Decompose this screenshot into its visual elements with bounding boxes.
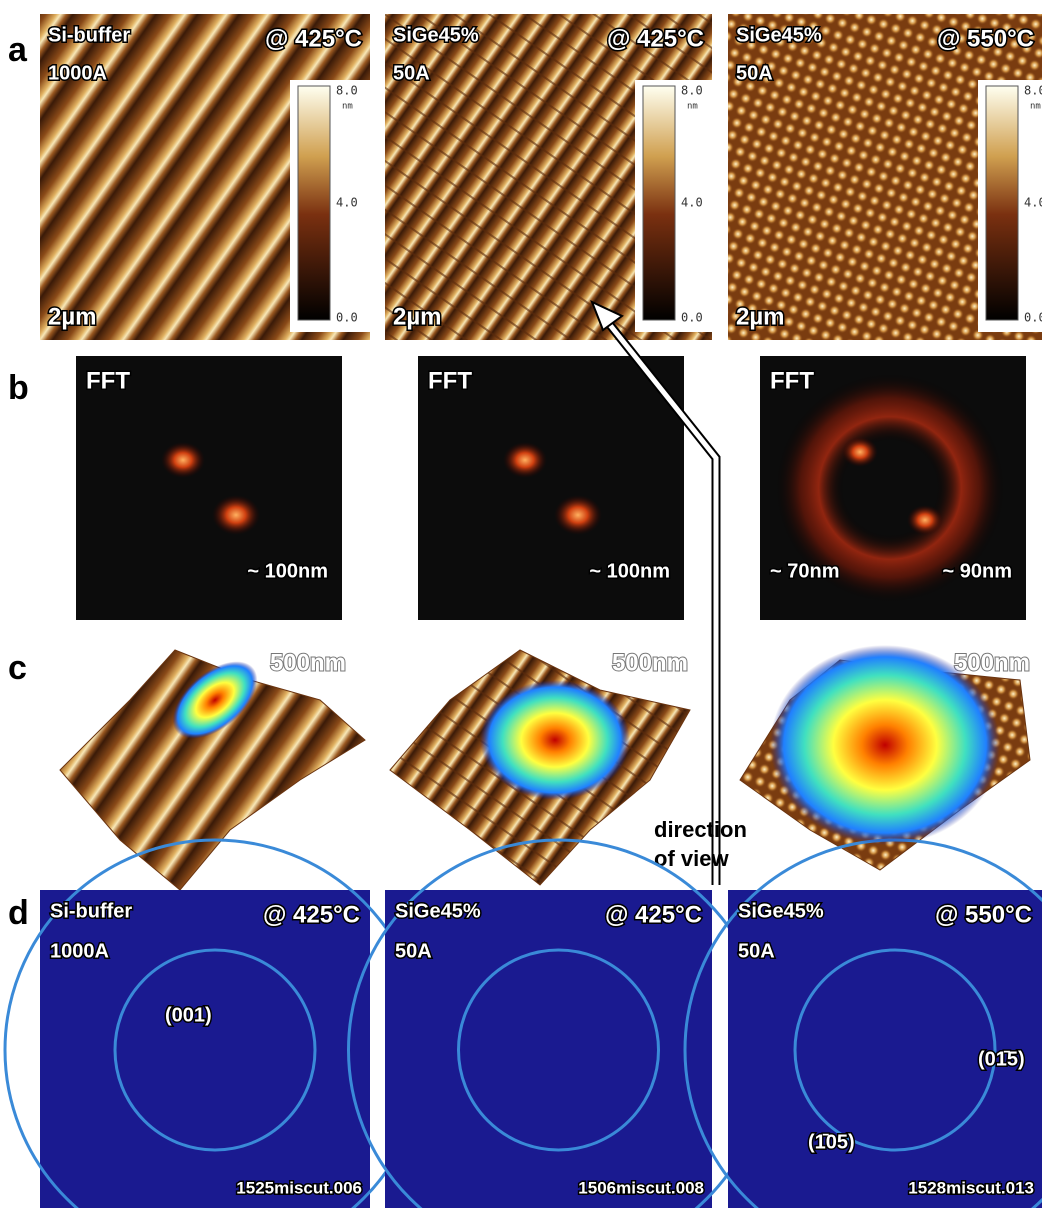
panel-label: a [8, 31, 28, 69]
intensity-blob [480, 680, 630, 800]
facet-label: (01̄5) [978, 1048, 1025, 1070]
panel-label: d [8, 894, 29, 932]
scale-label: 500nm [270, 649, 346, 676]
temperature-label: @ 550°C [937, 25, 1034, 52]
scale-label: 2µm [48, 303, 97, 330]
colorbar [298, 86, 330, 320]
fft-spot [503, 442, 547, 478]
temperature-label: @ 425°C [263, 901, 360, 928]
file-label: 1506miscut.008 [578, 1178, 704, 1197]
fft-spot [842, 437, 878, 467]
thickness-label: 50A [395, 940, 432, 962]
colorbar-unit: nm [687, 102, 698, 112]
colorbar-max: 8.0 [336, 84, 358, 98]
file-label: 1528miscut.013 [908, 1178, 1034, 1197]
temperature-label: @ 425°C [607, 25, 704, 52]
colorbar-max: 8.0 [681, 84, 703, 98]
colorbar-max: 8.0 [1024, 84, 1042, 98]
scale-label: 500nm [954, 649, 1030, 676]
thickness-label: 50A [393, 62, 430, 84]
annotation: direction [654, 817, 747, 842]
sample-label: SiGe45% [738, 900, 824, 922]
facet-label: (001) [165, 1004, 212, 1026]
thickness-label: 50A [736, 62, 773, 84]
thickness-label: 1000A [50, 940, 109, 962]
panel-label: c [8, 649, 27, 687]
scale-label: 2µm [393, 303, 442, 330]
colorbar-unit: nm [1030, 102, 1041, 112]
colorbar-min: 0.0 [336, 311, 358, 325]
fft-spot [554, 495, 602, 535]
colorbar-mid: 4.0 [1024, 196, 1042, 210]
period-label: ~ 100nm [247, 560, 328, 582]
colorbar-unit: nm [342, 102, 353, 112]
scale-label: 2µm [736, 303, 785, 330]
stereogram [40, 890, 370, 1208]
colorbar-min: 0.0 [681, 311, 703, 325]
sample-label: SiGe45% [393, 24, 479, 46]
period-label: ~ 100nm [589, 560, 670, 582]
file-label: 1525miscut.006 [236, 1178, 362, 1197]
colorbar-min: 0.0 [1024, 311, 1042, 325]
facet-label: (1̄05) [808, 1131, 855, 1153]
fft-label: FFT [86, 367, 130, 394]
intensity-blob [770, 645, 1000, 845]
temperature-label: @ 425°C [265, 25, 362, 52]
fft-spot [907, 505, 943, 535]
colorbar [643, 86, 675, 320]
sample-label: SiGe45% [395, 900, 481, 922]
scale-label: 500nm [612, 649, 688, 676]
annotation: of view [654, 846, 729, 871]
fft-spot [161, 442, 205, 478]
colorbar-mid: 4.0 [336, 196, 358, 210]
figure: a b c d Si-buffer 1000A @ 425°C 2µm 8.0 nm 4.0 0.0 S… [0, 0, 1042, 1208]
temperature-label: @ 550°C [935, 901, 1032, 928]
temperature-label: @ 425°C [605, 901, 702, 928]
fft-label: FFT [428, 367, 472, 394]
fft-spot [212, 495, 260, 535]
thickness-label: 1000A [48, 62, 107, 84]
fft-label: FFT [770, 367, 814, 394]
sample-label: Si-buffer [48, 24, 130, 46]
colorbar [986, 86, 1018, 320]
sample-label: SiGe45% [736, 24, 822, 46]
stereogram [385, 890, 712, 1208]
colorbar-mid: 4.0 [681, 196, 703, 210]
thickness-label: 50A [738, 940, 775, 962]
sample-label: Si-buffer [50, 900, 132, 922]
panel-label: b [8, 369, 29, 407]
period-label: ~ 70nm [770, 560, 839, 582]
period-label: ~ 90nm [943, 560, 1012, 582]
